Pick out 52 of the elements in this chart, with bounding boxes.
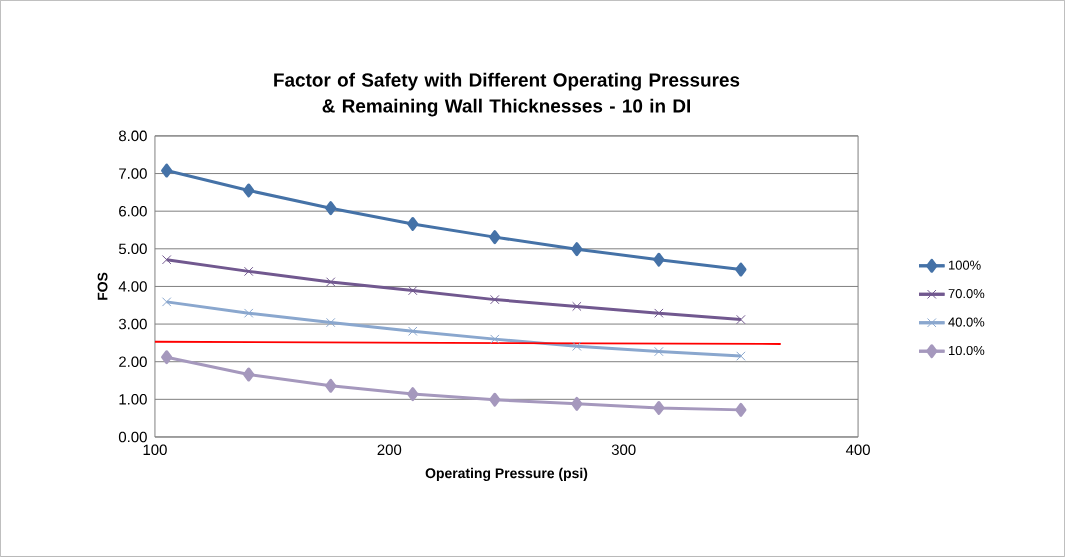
point — [407, 217, 419, 231]
y-tick-label: 8.00 — [119, 130, 147, 142]
point — [572, 341, 582, 352]
x-tick-label: 400 — [845, 444, 870, 456]
point — [161, 255, 172, 265]
x-tick-label: 100 — [143, 444, 167, 456]
point — [325, 277, 336, 287]
point — [408, 326, 418, 336]
point — [571, 242, 583, 257]
point — [572, 301, 582, 312]
chart-title: Factor of Safety with Different Operating Pressures & Remaining Wall Thicknesses - 10 in DI — [274, 72, 740, 117]
point — [735, 262, 747, 277]
y-tick-label: 6.00 — [119, 205, 147, 217]
y-tick-label: 2.00 — [119, 356, 147, 368]
y-tick-label: 1.00 — [119, 394, 147, 405]
point — [161, 297, 172, 307]
point — [653, 401, 665, 416]
point — [325, 378, 337, 393]
point — [243, 308, 254, 318]
point — [161, 163, 173, 178]
y-tick-label: 5.00 — [118, 243, 147, 255]
point — [736, 314, 746, 325]
point — [653, 252, 665, 267]
y-tick-label: 4.00 — [118, 281, 147, 292]
point — [490, 294, 500, 305]
point — [325, 317, 336, 328]
point — [243, 183, 255, 198]
legend-label: 100% — [948, 260, 981, 270]
point — [407, 387, 419, 402]
x-axis-title: Operating Pressure (psi) — [425, 467, 588, 481]
x-tick-label: 200 — [377, 444, 402, 456]
legend-label: 40.0% — [948, 317, 985, 327]
point — [654, 346, 664, 357]
point — [654, 308, 664, 318]
point — [735, 402, 747, 417]
legend-label: 10.0% — [948, 345, 985, 356]
point — [243, 367, 255, 382]
x-tick-label: 300 — [611, 444, 636, 456]
point — [161, 350, 173, 365]
y-tick-label: 3.00 — [118, 318, 147, 330]
point — [736, 351, 746, 361]
point — [489, 392, 501, 407]
y-tick-label: 0.00 — [118, 431, 147, 443]
point — [243, 266, 254, 277]
point — [489, 230, 501, 245]
point — [408, 285, 418, 296]
y-axis-title: FOS — [97, 272, 108, 300]
y-tick-label: 7.00 — [119, 168, 147, 179]
legend-label: 70.0% — [948, 289, 985, 299]
point — [490, 334, 500, 344]
point — [571, 396, 583, 411]
point — [325, 201, 337, 216]
